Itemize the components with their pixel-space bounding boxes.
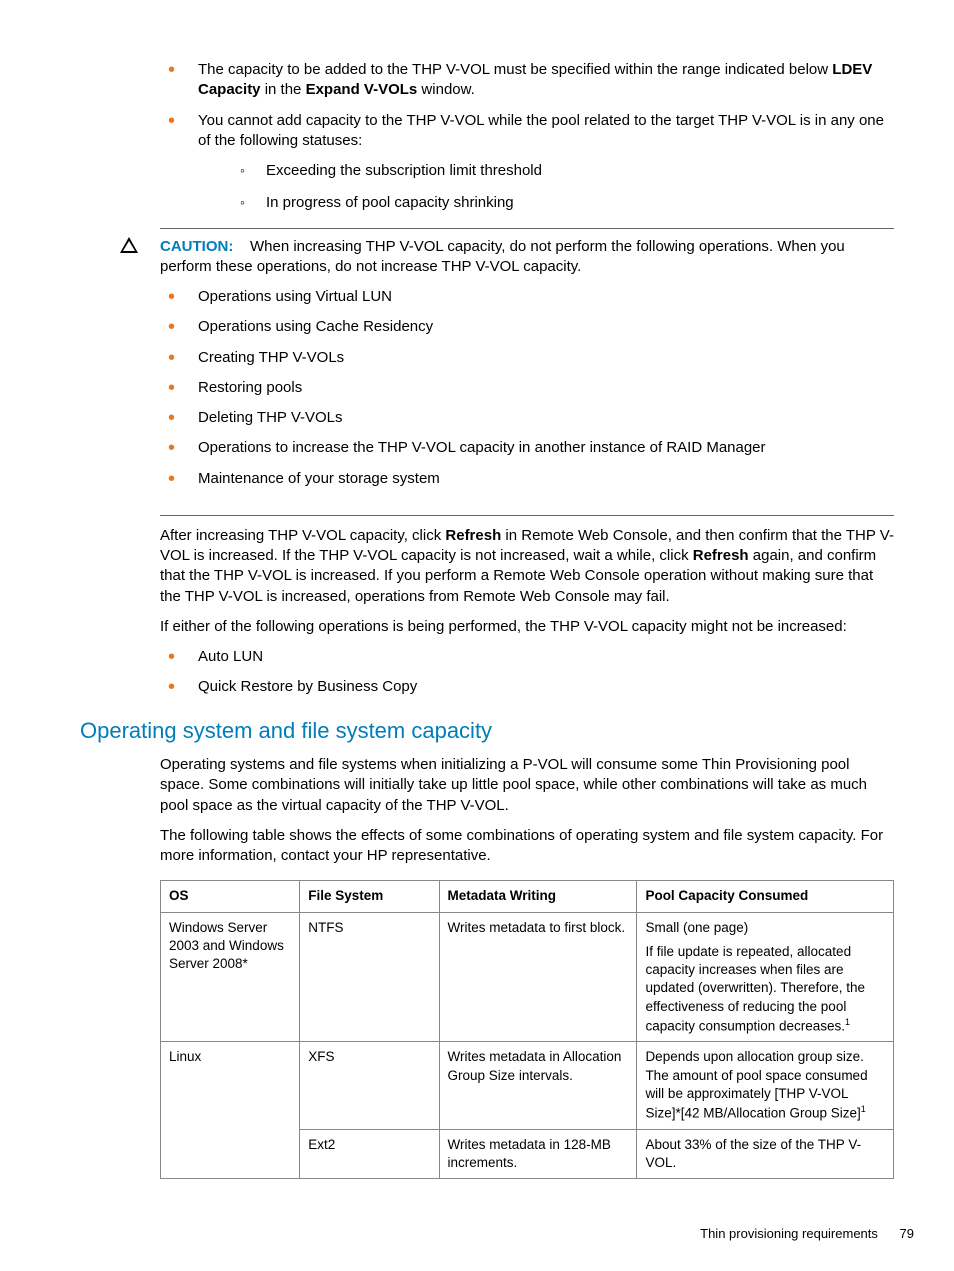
sublist-item: Exceeding the subscription limit thresho… <box>236 161 894 181</box>
section-heading: Operating system and file system capacit… <box>80 716 894 746</box>
cell-fs: Ext2 <box>300 1129 439 1178</box>
text-segment: Refresh <box>445 527 501 544</box>
text-segment: After increasing THP V-VOL capacity, cli… <box>160 527 445 544</box>
caution-list-item: Operations to increase the THP V-VOL cap… <box>160 438 894 458</box>
footnote-sup: 1 <box>845 1017 850 1027</box>
table-header-cell: Pool Capacity Consumed <box>637 881 894 912</box>
sublist-item: In progress of pool capacity shrinking <box>236 193 894 213</box>
table-header-row: OSFile SystemMetadata WritingPool Capaci… <box>161 881 894 912</box>
text-segment: Expand V-VOLs <box>306 81 418 98</box>
section-para-2: The following table shows the effects of… <box>160 826 894 867</box>
cell-paragraph: Small (one page) <box>645 919 885 937</box>
caution-list: Operations using Virtual LUN Operations u… <box>160 287 894 489</box>
os-fs-table: OSFile SystemMetadata WritingPool Capaci… <box>160 880 894 1179</box>
table-header-cell: Metadata Writing <box>439 881 637 912</box>
section-para-1: Operating systems and file systems when … <box>160 755 894 816</box>
cell-os: Windows Server 2003 and Windows Server 2… <box>161 912 300 1042</box>
caution-intro: CAUTION: When increasing THP V-VOL capac… <box>160 237 894 278</box>
text-segment: The capacity to be added to the THP V-VO… <box>198 61 832 78</box>
caution-list-item: Restoring pools <box>160 378 894 398</box>
page-footer: Thin provisioning requirements 79 <box>700 1225 914 1243</box>
caution-label: CAUTION: <box>160 238 233 255</box>
cell-fs: XFS <box>300 1042 439 1129</box>
cell-os: Linux <box>161 1042 300 1179</box>
text-segment: in the <box>261 81 306 98</box>
top-list-item: You cannot add capacity to the THP V-VOL… <box>160 111 894 214</box>
caution-list-item: Deleting THP V-VOLs <box>160 408 894 428</box>
text-segment: window. <box>417 81 475 98</box>
cell-fs: NTFS <box>300 912 439 1042</box>
page: The capacity to be added to the THP V-VO… <box>0 0 954 1271</box>
cell-metadata: Writes metadata in Allocation Group Size… <box>439 1042 637 1129</box>
cell-paragraph: Depends upon allocation group size. The … <box>645 1048 885 1122</box>
text-segment: You cannot add capacity to the THP V-VOL… <box>198 112 884 149</box>
text-segment: Refresh <box>693 547 749 564</box>
after-caution-paragraph: After increasing THP V-VOL capacity, cli… <box>160 526 894 607</box>
caution-list-item: Maintenance of your storage system <box>160 469 894 489</box>
cell-paragraph: If file update is repeated, allocated ca… <box>645 943 885 1036</box>
table-header-cell: File System <box>300 881 439 912</box>
caution-list-item: Creating THP V-VOLs <box>160 348 894 368</box>
caution-intro-text: When increasing THP V-VOL capacity, do n… <box>160 238 845 275</box>
footnote-sup: 1 <box>861 1104 866 1114</box>
cell-pool: Small (one page) If file update is repeat… <box>637 912 894 1042</box>
table-header-cell: OS <box>161 881 300 912</box>
either-list-item: Auto LUN <box>160 647 894 667</box>
cell-paragraph: About 33% of the size of the THP V-VOL. <box>645 1136 885 1172</box>
caution-block: CAUTION: When increasing THP V-VOL capac… <box>160 228 894 516</box>
either-list: Auto LUN Quick Restore by Business Copy <box>160 647 894 698</box>
caution-triangle-icon <box>120 237 138 253</box>
either-list-item: Quick Restore by Business Copy <box>160 677 894 697</box>
cell-pool: About 33% of the size of the THP V-VOL. <box>637 1129 894 1178</box>
caution-list-item: Operations using Virtual LUN <box>160 287 894 307</box>
cell-metadata: Writes metadata in 128-MB increments. <box>439 1129 637 1178</box>
cell-metadata: Writes metadata to first block. <box>439 912 637 1042</box>
table-row: LinuxXFSWrites metadata in Allocation Gr… <box>161 1042 894 1129</box>
content-body: The capacity to be added to the THP V-VO… <box>160 60 894 1179</box>
table-row: Windows Server 2003 and Windows Server 2… <box>161 912 894 1042</box>
caution-list-item: Operations using Cache Residency <box>160 317 894 337</box>
cell-pool: Depends upon allocation group size. The … <box>637 1042 894 1129</box>
top-sublist: Exceeding the subscription limit thresho… <box>198 161 894 214</box>
top-bullet-list: The capacity to be added to the THP V-VO… <box>160 60 894 214</box>
either-paragraph: If either of the following operations is… <box>160 617 894 637</box>
footer-page-number: 79 <box>900 1226 914 1241</box>
top-list-item: The capacity to be added to the THP V-VO… <box>160 60 894 101</box>
footer-text: Thin provisioning requirements <box>700 1226 878 1241</box>
